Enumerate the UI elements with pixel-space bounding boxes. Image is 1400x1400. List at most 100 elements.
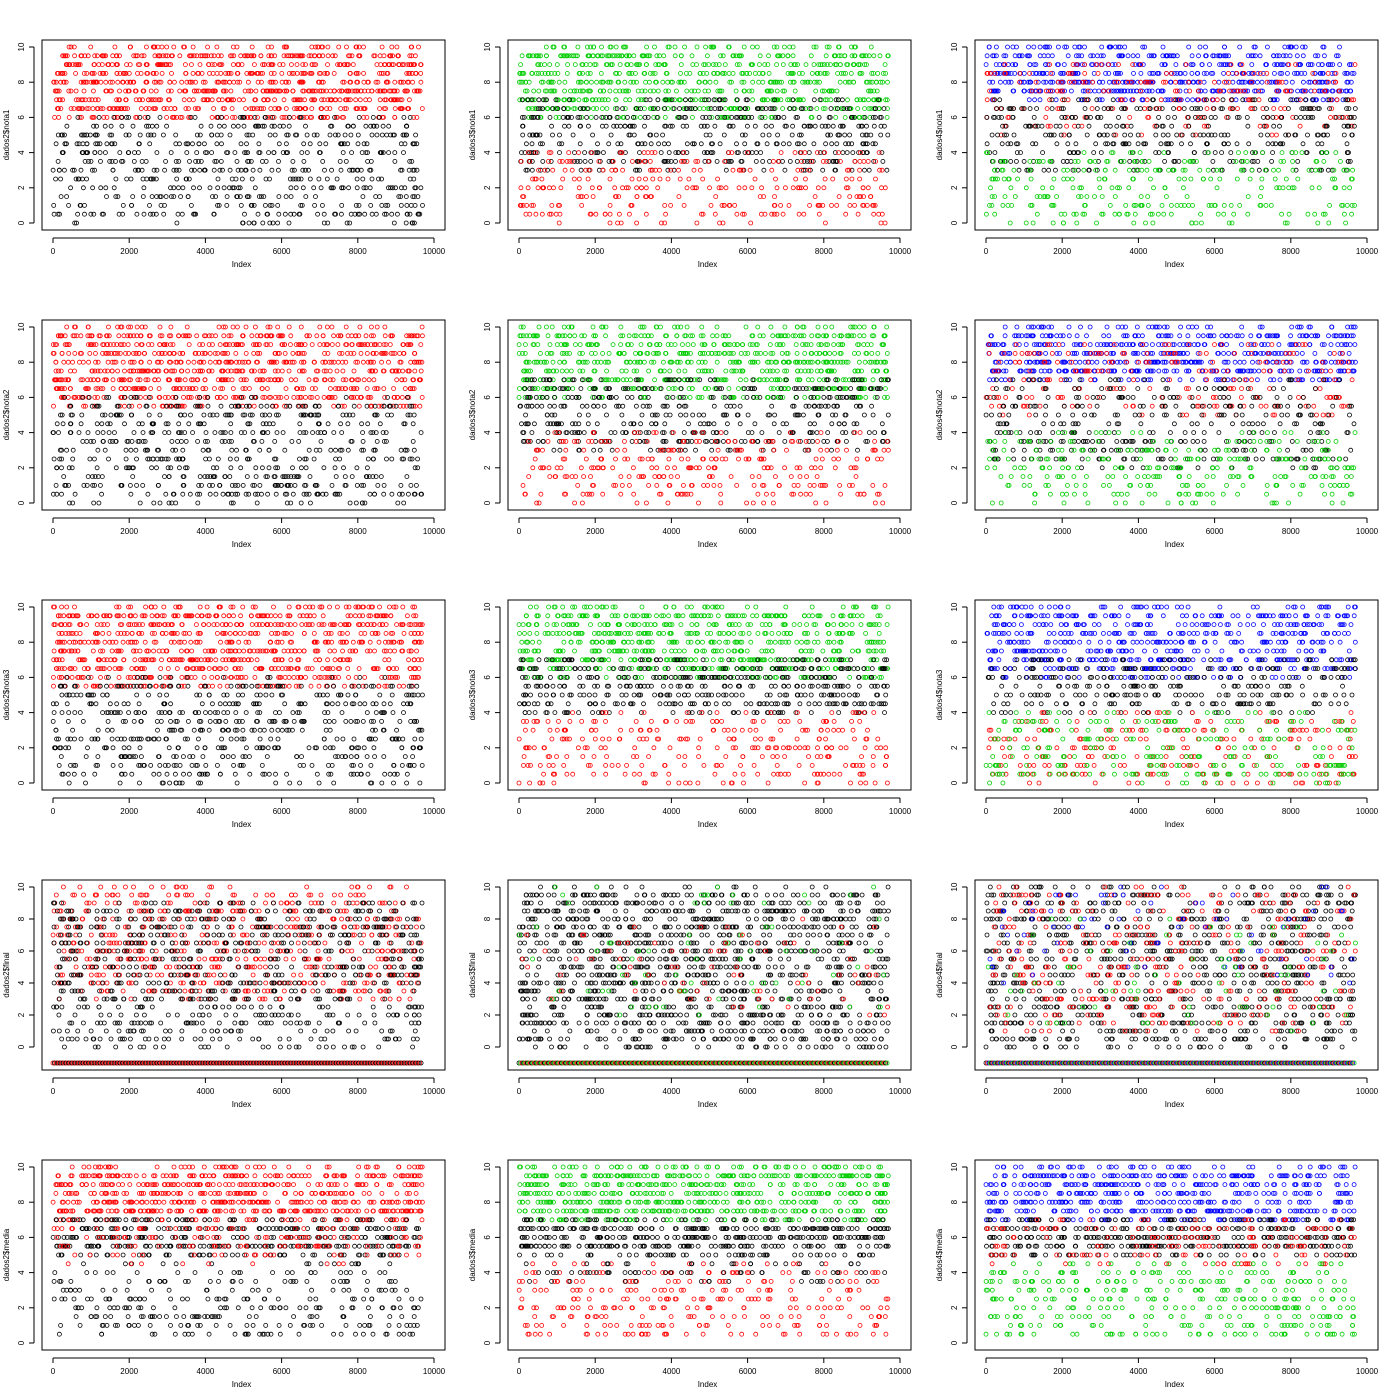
data-point [172,45,176,49]
data-point [687,177,691,181]
data-point [1099,151,1103,155]
data-point [335,177,339,181]
data-point [635,80,639,84]
data-point [338,159,342,163]
data-point [1052,177,1056,181]
data-point [1345,203,1349,207]
data-point [1093,89,1097,93]
data-point [215,142,219,146]
x-tick-label: 0 [51,247,56,256]
data-point [277,142,281,146]
data-point [212,387,216,391]
data-point [87,360,91,364]
data-point [849,71,853,75]
data-point [212,168,216,172]
data-point [664,212,668,216]
data-point [380,45,384,49]
data-point [994,45,998,49]
data-point [528,212,532,216]
data-point [621,186,625,190]
x-axis: 0 2000 4000 6000 8000 10000 [517,238,912,256]
data-point [787,203,791,207]
data-point [1221,98,1225,102]
data-point [99,186,103,190]
data-point [1338,159,1342,163]
data-point [586,177,590,181]
data-point [708,80,712,84]
data-point [1285,71,1289,75]
data-point [1166,133,1170,137]
data-point [624,98,628,102]
data-point [1044,115,1048,119]
data-point [411,80,415,84]
data-point [874,177,878,181]
data-point [651,177,655,181]
x-axis-label: Index [232,260,252,269]
data-point [677,168,681,172]
data-point [356,133,360,137]
data-point [561,177,565,181]
data-point [1175,203,1179,207]
data-point [1052,133,1056,137]
data-point [1266,142,1270,146]
data-point [276,221,280,225]
data-point [560,159,564,163]
data-point [347,186,351,190]
data-point [748,168,752,172]
data-point [310,107,314,111]
data-point [658,54,662,58]
y-tick-label: 4 [17,150,26,155]
data-point [990,203,994,207]
data-point [555,63,559,67]
y-tick-label: 2 [17,185,26,190]
data-point [1065,124,1069,128]
data-point [1161,45,1165,49]
data-point [250,177,254,181]
data-point [702,107,706,111]
data-point [635,195,639,199]
data-point [312,186,316,190]
data-point [332,71,336,75]
data-point [132,159,136,163]
data-point [1316,221,1320,225]
data-point [858,168,862,172]
data-point [202,142,206,146]
data-point [829,107,833,111]
data-point [60,351,64,355]
data-point [52,203,56,207]
data-point [382,54,386,58]
data-point [1166,98,1170,102]
data-point [1189,142,1193,146]
data-point [210,151,214,155]
data-point [656,98,660,102]
data-point [727,71,731,75]
data-point [1186,98,1190,102]
data-point [563,80,567,84]
data-point [1145,98,1149,102]
data-point [1194,159,1198,163]
data-point [586,124,590,128]
y-tick-label: 8 [17,79,26,84]
data-point [1301,142,1305,146]
data-point [56,159,60,163]
data-point [215,133,219,137]
data-point [1045,107,1049,111]
data-point [654,133,658,137]
data-point [548,115,552,119]
data-point [178,54,182,58]
data-point [1132,221,1136,225]
data-point [841,151,845,155]
data-point [52,404,56,408]
data-point [718,142,722,146]
data-point [643,124,647,128]
data-point [252,63,256,67]
data-point [99,80,103,84]
x-tick-label: 0 [517,247,522,256]
data-point [1209,115,1213,119]
data-point [1108,124,1112,128]
data-point [1041,151,1045,155]
data-point [123,404,127,408]
data-point [1031,221,1035,225]
data-point [231,63,235,67]
data-point [988,80,992,84]
